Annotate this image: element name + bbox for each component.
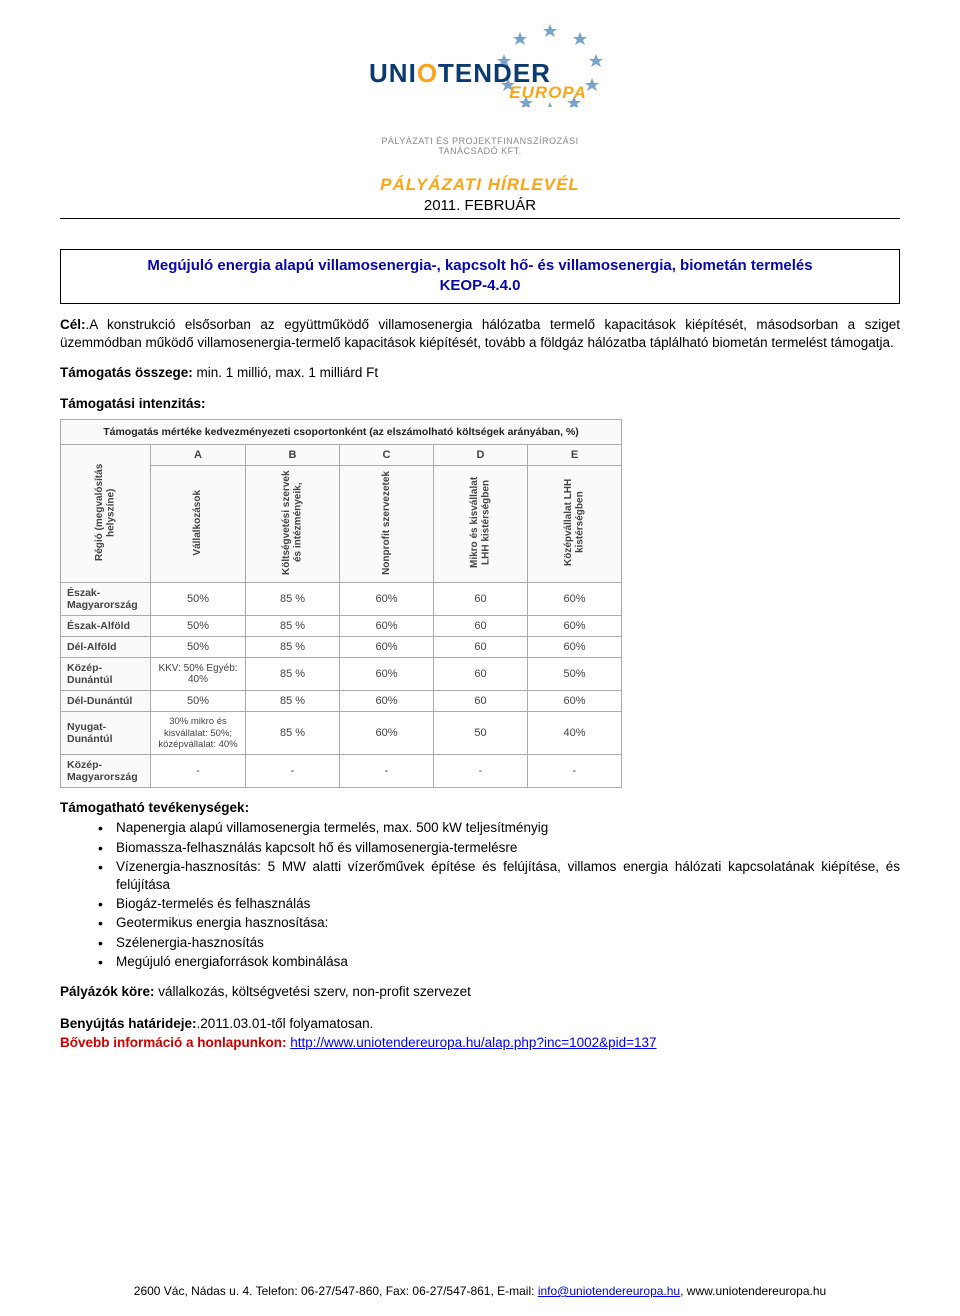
table-title: Támogatás mértéke kedvezményezeti csopor… [61, 420, 622, 445]
col-c-sub: Nonprofit szervezetek [340, 466, 434, 583]
more-info-link[interactable]: http://www.uniotendereuropa.hu/alap.php?… [290, 1035, 656, 1050]
goal-label: Cél: [60, 317, 86, 332]
col-b-sub: Költségvetési szervek és intézményeik, [246, 466, 340, 583]
col-e-sub: Középvállalat LHH kistérségben [528, 466, 622, 583]
title-line2: KEOP-4.4.0 [65, 276, 895, 296]
col-b: B [246, 445, 340, 466]
goal-text: .A konstrukció elsősorban az együttműköd… [60, 317, 900, 350]
deadline-label: Benyújtás határideje: [60, 1016, 197, 1031]
logo-europa: EUROPA [428, 83, 668, 103]
list-item: Szélenergia-hasznosítás [98, 934, 900, 952]
applicants-paragraph: Pályázók köre: vállalkozás, költségvetés… [60, 983, 900, 1001]
logo: UNIOTENDER EUROPA PÁLYÁZATI ÉS PROJEKTFI… [360, 30, 600, 156]
amount-value: min. 1 millió, max. 1 milliárd Ft [193, 365, 378, 380]
goal-paragraph: Cél:.A konstrukció elsősorban az együttm… [60, 316, 900, 352]
amount-paragraph: Támogatás összege: min. 1 millió, max. 1… [60, 364, 900, 382]
col-region: Régió (megvalósítás helyszíne) [61, 445, 151, 583]
table-row: Közép-DunántúlKKV: 50% Egyéb: 40%85 %60%… [61, 658, 622, 691]
applicants-value: vállalkozás, költségvetési szerv, non-pr… [155, 984, 471, 999]
list-item: Vízenergia-hasznosítás: 5 MW alatti víze… [98, 858, 900, 894]
list-item: Biomassza-felhasználás kapcsolt hő és vi… [98, 839, 900, 857]
list-item: Biogáz-termelés és felhasználás [98, 895, 900, 913]
col-a-sub: Vállalkozások [151, 466, 246, 583]
more-info-label: Bővebb információ a honlapunkon: [60, 1035, 290, 1050]
page-header-date: 2011. FEBRUÁR [60, 197, 900, 214]
intensity-table-wrap: Támogatás mértéke kedvezményezeti csopor… [60, 419, 620, 788]
amount-label: Támogatás összege: [60, 365, 193, 380]
intensity-label: Támogatási intenzitás: [60, 396, 900, 411]
footer-pre: 2600 Vác, Nádas u. 4. Telefon: 06-27/547… [134, 1284, 538, 1298]
table-row: Dél-Alföld50%85 %60%6060% [61, 637, 622, 658]
logo-subline2: TANÁCSADÓ KFT. [360, 146, 600, 156]
footer-post: , www.uniotendereuropa.hu [680, 1284, 826, 1298]
col-e: E [528, 445, 622, 466]
activities-list: Napenergia alapú villamosenergia termelé… [98, 819, 900, 971]
header-rule [60, 218, 900, 219]
list-item: Megújuló energiaforrások kombinálása [98, 953, 900, 971]
footer-email-link[interactable]: info@uniotendereuropa.hu [538, 1284, 680, 1298]
list-item: Napenergia alapú villamosenergia termelé… [98, 819, 900, 837]
title-line1: Megújuló energia alapú villamosenergia-,… [65, 256, 895, 276]
col-c: C [340, 445, 434, 466]
intensity-table: Támogatás mértéke kedvezményezeti csopor… [60, 419, 622, 788]
list-item: Geotermikus energia hasznosítása: [98, 914, 900, 932]
logo-area: UNIOTENDER EUROPA PÁLYÁZATI ÉS PROJEKTFI… [60, 30, 900, 157]
table-row: Észak-Alföld50%85 %60%6060% [61, 616, 622, 637]
logo-brand-uni: UNI [369, 58, 417, 88]
deadline-paragraph: Benyújtás határideje:.2011.03.01-től fol… [60, 1015, 900, 1051]
table-body: Észak-Magyarország50%85 %60%6060% Észak-… [61, 583, 622, 788]
col-a: A [151, 445, 246, 466]
col-d-sub: Mikro és kisvállalat LHH kistérségben [434, 466, 528, 583]
page-footer: 2600 Vác, Nádas u. 4. Telefon: 06-27/547… [60, 1284, 900, 1298]
applicants-label: Pályázók köre: [60, 984, 155, 999]
table-row: Dél-Dunántúl50%85 %60%6060% [61, 691, 622, 712]
logo-subline1: PÁLYÁZATI ÉS PROJEKTFINANSZÍROZÁSI [360, 136, 600, 146]
activities-label: Támogatható tevékenységek: [60, 800, 900, 815]
col-d: D [434, 445, 528, 466]
title-box: Megújuló energia alapú villamosenergia-,… [60, 249, 900, 304]
page-header-title: PÁLYÁZATI HÍRLEVÉL [60, 175, 900, 195]
deadline-value: .2011.03.01-től folyamatosan. [197, 1016, 374, 1031]
table-row: Nyugat-Dunántúl30% mikro és kisvállalat:… [61, 712, 622, 755]
table-row: Közép-Magyarország----- [61, 755, 622, 788]
table-row: Észak-Magyarország50%85 %60%6060% [61, 583, 622, 616]
